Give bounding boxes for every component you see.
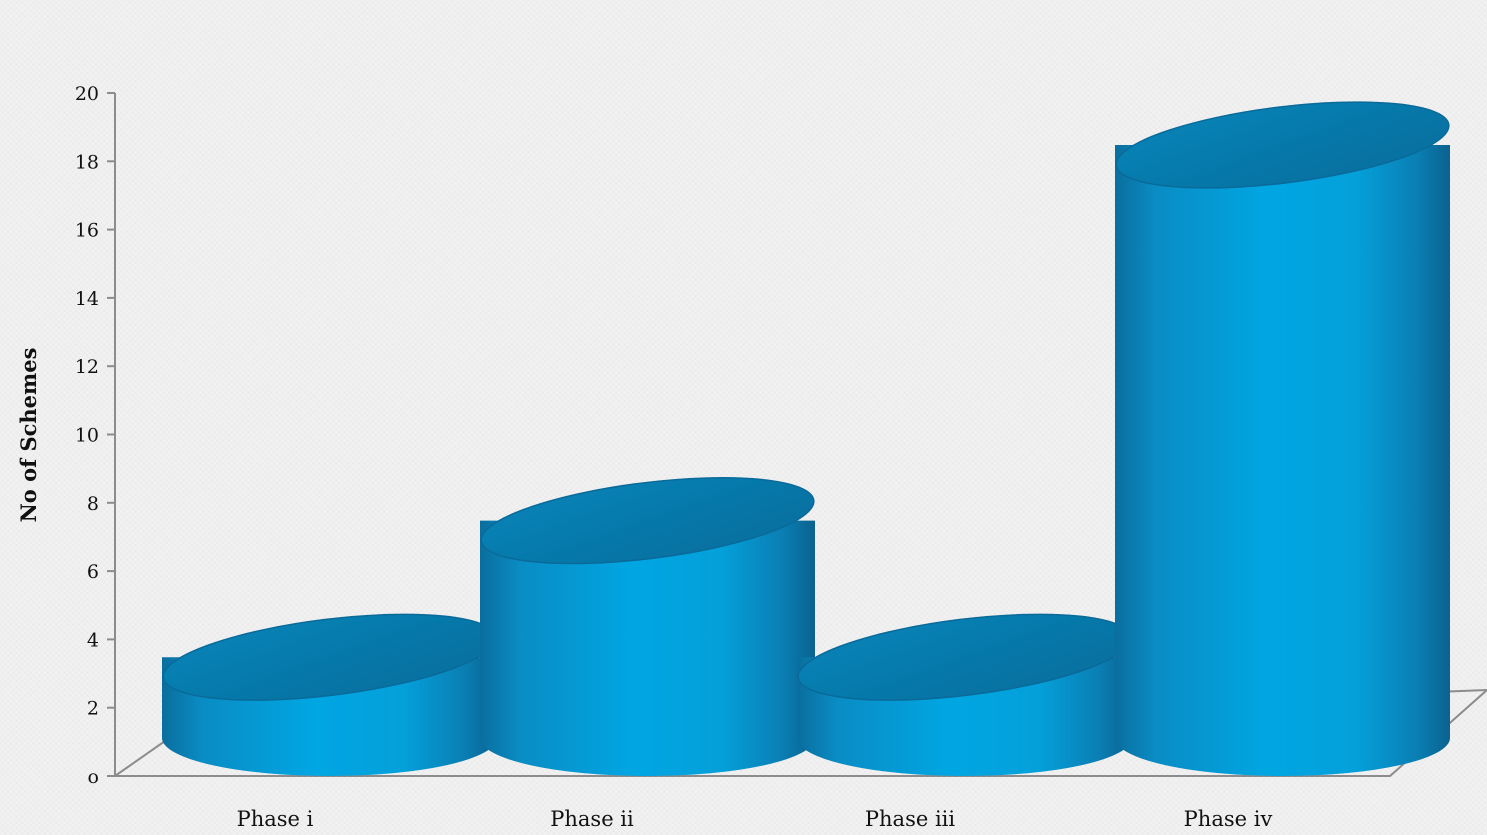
y-tick-label: 14	[75, 288, 99, 310]
bar	[162, 613, 497, 776]
bar	[480, 477, 815, 776]
y-tick-label: 10	[75, 425, 99, 447]
bar-top	[480, 477, 815, 565]
x-tick-label: Phase iii	[865, 807, 955, 831]
bar-top	[1115, 101, 1450, 189]
x-tick-label: Phase iv	[1184, 807, 1273, 831]
y-tick-label: 8	[87, 493, 99, 515]
y-tick-label: 16	[75, 220, 99, 242]
floor-plane	[111, 688, 1487, 777]
category-labels: Phase i Phase ii Phase iii Phase iv	[237, 807, 1273, 831]
y-tick-label: o	[88, 766, 99, 788]
y-tick-label: 20	[75, 83, 99, 105]
x-tick-label: Phase ii	[550, 807, 634, 831]
y-tick-label: 2	[87, 698, 99, 720]
bar-body	[480, 520, 815, 776]
bar-body	[1115, 145, 1450, 776]
y-tick-label: 12	[75, 356, 99, 378]
y-tick-label: 4	[87, 629, 99, 651]
bar	[1115, 101, 1450, 776]
bar	[797, 613, 1132, 776]
y-axis-title: No of Schemes	[16, 348, 41, 523]
y-ticks: o 2 4 6 8 10 12 14 16 18 20	[75, 83, 115, 788]
x-tick-label: Phase i	[237, 807, 314, 831]
y-tick-label: 6	[87, 561, 99, 583]
bars	[162, 101, 1450, 776]
y-tick-label: 18	[75, 151, 99, 173]
